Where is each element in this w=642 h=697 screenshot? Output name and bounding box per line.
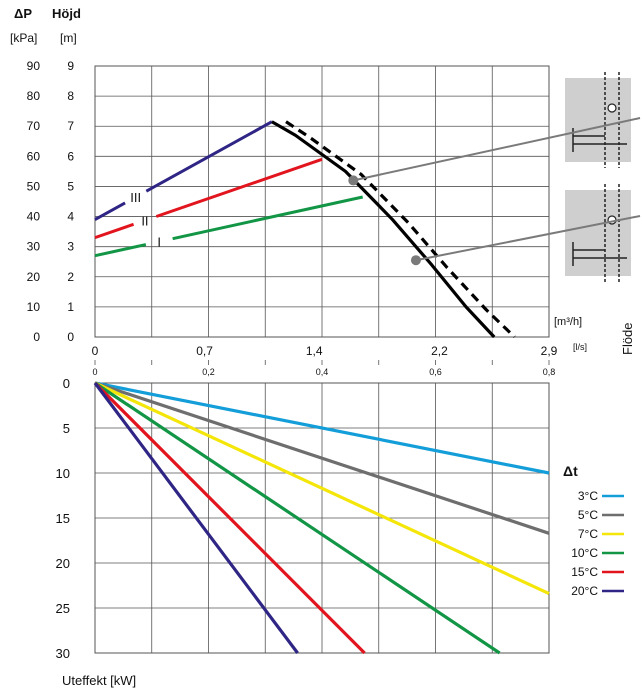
legend-label: 3°C (578, 489, 598, 503)
pump-speed-line-II (94, 222, 135, 240)
pump-speed-label-II: II (141, 213, 148, 228)
legend-label: 5°C (578, 508, 598, 522)
kpa-tick-label: 10 (27, 300, 41, 314)
power-tick-label: 20 (56, 556, 70, 571)
kpa-tick-label: 0 (33, 330, 40, 344)
kpa-tick-label: 60 (27, 149, 41, 163)
dt-line-20°C (93, 382, 299, 654)
kpa-tick-label: 30 (27, 240, 41, 254)
dt-line-5°C (94, 381, 550, 535)
legend-label: 10°C (571, 546, 598, 560)
system-curve-dashed (285, 120, 516, 339)
dt-line-7°C (94, 381, 550, 596)
power-curve-panel: 0 5 10 15 20 25 30 3°C 5°C 7°C 10°C 15°C 20°C (56, 376, 624, 661)
m-tick-label: 9 (67, 59, 74, 73)
ls-tick-label: 0,6 (429, 367, 442, 377)
m-tick-label: 0 (67, 330, 74, 344)
ls-tick-label: 0,2 (202, 367, 215, 377)
kpa-tick-label: 80 (27, 89, 41, 103)
schematic-top-bg (565, 78, 631, 162)
flow-unit-m3h: [m³/h] (554, 316, 582, 328)
schematic-top-pump-symbol (607, 103, 617, 113)
ls-tick-label: 0,4 (316, 367, 329, 377)
marker-pointer-line (353, 117, 641, 182)
pump-speed-label-III: III (130, 190, 141, 205)
kpa-tick-label: 50 (27, 179, 41, 193)
flow-unit-ls: [l/s] (573, 342, 587, 352)
dp-axis-unit: [kPa] (10, 31, 37, 45)
kpa-tick-label: 70 (27, 119, 41, 133)
dt-line-3°C (94, 381, 550, 475)
kpa-tick-label: 20 (27, 270, 41, 284)
m3h-tick-label: 2,9 (541, 344, 558, 358)
m3h-tick-label: 2,2 (431, 344, 448, 358)
marker-pointer-line (415, 215, 641, 262)
power-tick-label: 5 (63, 421, 70, 436)
marker-point (410, 255, 421, 266)
dt-line-10°C (94, 381, 501, 655)
m-tick-label: 2 (67, 270, 74, 284)
ls-tick-label: 0 (92, 367, 97, 377)
legend-label: 7°C (578, 527, 598, 541)
m-tick-label: 5 (67, 179, 74, 193)
marker-point (348, 175, 359, 186)
pump-speed-line-I (94, 243, 147, 258)
legend-label: 20°C (571, 584, 598, 598)
m-tick-label: 6 (67, 149, 74, 163)
m-tick-label: 8 (67, 89, 74, 103)
m-tick-label: 7 (67, 119, 74, 133)
m-tick-label: 4 (67, 210, 74, 224)
legend-label: 15°C (571, 565, 598, 579)
ls-tick-label: 0,8 (543, 367, 556, 377)
kpa-tick-label: 90 (27, 59, 41, 73)
power-tick-label: 10 (56, 466, 70, 481)
pump-speed-line-II (155, 157, 323, 218)
m3h-tick-label: 0 (92, 344, 99, 358)
schematic-bottom-bg (565, 190, 631, 276)
power-tick-label: 0 (63, 376, 70, 391)
flow-axis-title: Flöde (620, 322, 635, 355)
power-tick-label: 30 (56, 646, 70, 661)
height-axis-unit: [m] (60, 31, 77, 45)
dt-line-15°C (93, 381, 366, 655)
pump-speed-line-III (94, 201, 126, 221)
power-axis-title: Uteffekt [kW] (62, 673, 136, 688)
dp-axis-head: ΔP (14, 6, 32, 21)
m-tick-label: 1 (67, 300, 74, 314)
pump-speed-line-I (172, 195, 364, 241)
legend-title: Δt (563, 463, 578, 479)
m-tick-label: 3 (67, 240, 74, 254)
system-curve-solid (271, 120, 496, 339)
pump-speed-line-III (145, 120, 273, 193)
power-tick-label: 15 (56, 511, 70, 526)
power-tick-label: 25 (56, 601, 70, 616)
m3h-tick-label: 0,7 (196, 344, 213, 358)
height-axis-head: Höjd (52, 6, 81, 21)
kpa-tick-label: 40 (27, 210, 41, 224)
pump-speed-label-I: I (157, 235, 161, 250)
m3h-tick-label: 1,4 (306, 344, 323, 358)
